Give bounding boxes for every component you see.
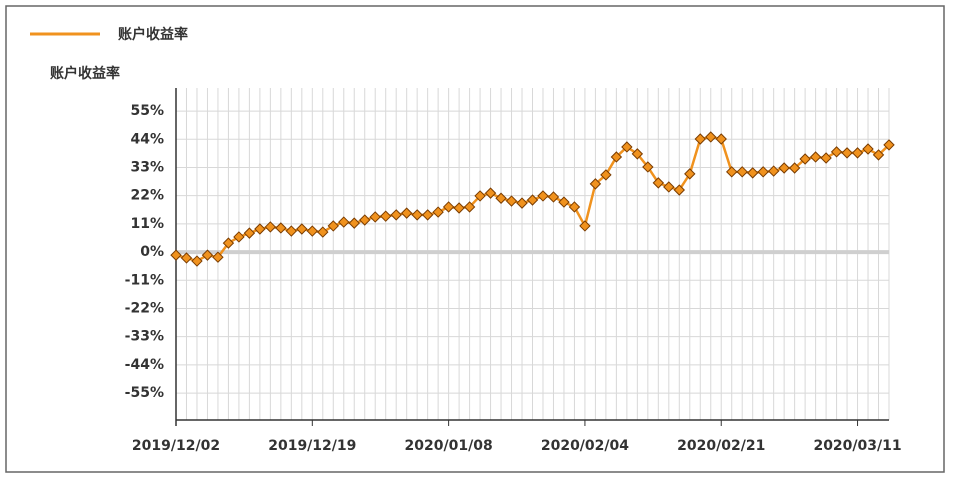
data-point — [579, 220, 591, 232]
data-point — [799, 153, 811, 165]
data-point — [379, 210, 392, 222]
y-tick-label: -44% — [125, 357, 164, 373]
data-point — [233, 231, 245, 243]
data-point — [673, 184, 686, 196]
data-point — [778, 162, 790, 174]
data-point — [862, 143, 874, 155]
data-point — [369, 211, 381, 223]
legend-label: 账户收益率 — [118, 26, 188, 43]
data-point — [421, 209, 434, 221]
data-point — [883, 139, 895, 151]
data-point — [254, 223, 266, 235]
data-point — [568, 201, 581, 213]
data-point — [505, 195, 518, 207]
x-tick-label: 2020/02/04 — [541, 438, 629, 454]
y-tick-label: -33% — [125, 329, 164, 345]
y-tick-label: 0% — [140, 244, 164, 260]
data-point — [694, 133, 706, 145]
data-point — [610, 151, 623, 163]
x-tick-label: 2019/12/19 — [268, 438, 356, 454]
data-point — [537, 190, 549, 202]
data-point — [715, 133, 727, 145]
data-point — [390, 209, 402, 221]
data-point — [348, 217, 360, 229]
data-point — [516, 197, 528, 209]
data-point — [222, 237, 235, 249]
data-point — [663, 181, 675, 193]
y-tick-label: 33% — [130, 159, 164, 175]
data-point — [600, 169, 612, 181]
data-point — [526, 194, 539, 206]
data-point — [746, 167, 759, 179]
data-point — [180, 252, 193, 264]
y-tick-label: -55% — [125, 385, 164, 401]
data-point — [684, 168, 696, 180]
data-point — [212, 251, 224, 263]
data-point — [285, 225, 298, 237]
data-point — [317, 226, 329, 238]
data-point — [547, 191, 560, 203]
data-point — [851, 147, 864, 159]
data-point — [495, 192, 507, 204]
x-tick-label: 2020/02/21 — [677, 438, 765, 454]
y-tick-label: -22% — [125, 300, 164, 316]
data-point — [872, 149, 885, 161]
data-point — [432, 206, 444, 218]
data-point — [338, 216, 350, 228]
x-tick-label: 2019/12/02 — [132, 438, 220, 454]
data-point — [767, 165, 780, 177]
data-point — [820, 152, 832, 164]
data-point — [191, 255, 203, 267]
data-point — [484, 187, 497, 199]
data-point — [474, 190, 486, 202]
data-point — [411, 209, 423, 221]
data-point — [275, 222, 287, 234]
data-point — [463, 201, 476, 213]
data-point — [631, 148, 644, 160]
data-point — [306, 225, 319, 237]
data-point — [400, 207, 413, 219]
y-tick-label: 44% — [130, 131, 164, 147]
x-tick-label: 2020/03/11 — [813, 438, 901, 454]
x-tick-label: 2020/01/08 — [405, 438, 493, 454]
data-point — [243, 227, 256, 239]
data-point — [453, 202, 465, 214]
data-point — [642, 161, 654, 173]
data-point — [296, 223, 308, 235]
data-point — [589, 178, 602, 190]
data-point — [327, 220, 339, 232]
data-point — [841, 147, 853, 159]
y-tick-label: 22% — [130, 188, 164, 204]
data-point — [757, 166, 769, 178]
data-point — [736, 166, 748, 178]
y-tick-label: -11% — [125, 272, 164, 288]
data-point — [809, 151, 822, 163]
data-point — [652, 177, 665, 189]
data-point — [442, 201, 455, 213]
y-tick-label: 55% — [130, 103, 164, 119]
data-point — [359, 214, 371, 226]
data-point — [705, 131, 717, 143]
data-point — [621, 141, 633, 153]
data-point — [726, 166, 738, 178]
data-point — [201, 249, 214, 261]
data-point — [830, 146, 843, 158]
data-point — [788, 162, 801, 174]
data-point — [170, 249, 182, 261]
data-point — [264, 221, 277, 233]
data-point — [558, 196, 570, 208]
y-tick-label: 11% — [130, 216, 164, 232]
y-axis-label: 账户收益率 — [50, 65, 120, 82]
